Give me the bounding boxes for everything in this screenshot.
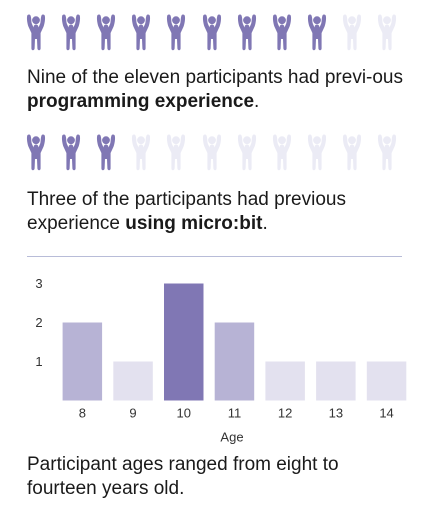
x-tick-label: 14	[379, 406, 393, 421]
programming-caption-end: .	[254, 91, 260, 112]
x-tick-label: 9	[129, 406, 136, 421]
programming-person-icon-empty	[370, 14, 405, 52]
microbit-caption-text: Three of the participants had previous e…	[27, 189, 346, 234]
microbit-person-icon-empty	[194, 134, 229, 172]
microbit-person-icon-empty	[159, 134, 194, 172]
programming-person-icon-filled	[229, 14, 264, 52]
programming-person-icon-filled	[18, 14, 53, 52]
x-tick-label: 12	[278, 406, 292, 421]
x-axis-label: Age	[220, 430, 243, 445]
microbit-person-icon-empty	[264, 134, 299, 172]
microbit-person-icon-empty	[335, 134, 370, 172]
bar-age-9	[113, 361, 153, 401]
microbit-person-icon-empty	[229, 134, 264, 172]
y-tick-label: 3	[35, 276, 42, 291]
bar-age-11	[214, 322, 255, 401]
bar-age-14	[366, 361, 407, 401]
microbit-person-icon-empty	[124, 134, 159, 172]
bar-age-13	[316, 361, 356, 401]
microbit-experience-icons	[18, 134, 408, 172]
x-tick-label: 13	[329, 406, 343, 421]
x-tick-label: 11	[228, 406, 242, 421]
programming-person-icon-filled	[300, 14, 335, 52]
microbit-person-icon-empty	[370, 134, 405, 172]
programming-caption-bold: programming experience	[27, 91, 255, 112]
microbit-person-icon-filled	[88, 134, 123, 172]
bar-age-8	[62, 322, 103, 401]
programming-experience-icons	[18, 14, 408, 52]
section-divider	[27, 256, 402, 257]
programming-person-icon-empty	[335, 14, 370, 52]
programming-caption: Nine of the eleven participants had prev…	[27, 66, 412, 114]
x-tick-label: 10	[177, 406, 191, 421]
programming-caption-text: Nine of the eleven participants had prev…	[27, 67, 404, 88]
programming-person-icon-filled	[88, 14, 123, 52]
microbit-person-icon-empty	[300, 134, 335, 172]
x-tick-label: 8	[79, 406, 86, 421]
bar-age-12	[265, 361, 305, 401]
programming-person-icon-filled	[194, 14, 229, 52]
microbit-caption-bold: using micro:bit	[125, 213, 263, 234]
y-tick-label: 2	[35, 315, 42, 330]
y-tick-label: 1	[35, 354, 42, 369]
programming-person-icon-filled	[264, 14, 299, 52]
programming-person-icon-filled	[159, 14, 194, 52]
microbit-person-icon-filled	[18, 134, 53, 172]
programming-person-icon-filled	[53, 14, 88, 52]
ages-caption: Participant ages ranged from eight to fo…	[27, 454, 339, 499]
bar-age-10	[164, 283, 204, 401]
microbit-person-icon-filled	[53, 134, 88, 172]
microbit-caption: Three of the participants had previous e…	[27, 188, 412, 236]
programming-person-icon-filled	[124, 14, 159, 52]
microbit-caption-end: .	[262, 213, 268, 234]
